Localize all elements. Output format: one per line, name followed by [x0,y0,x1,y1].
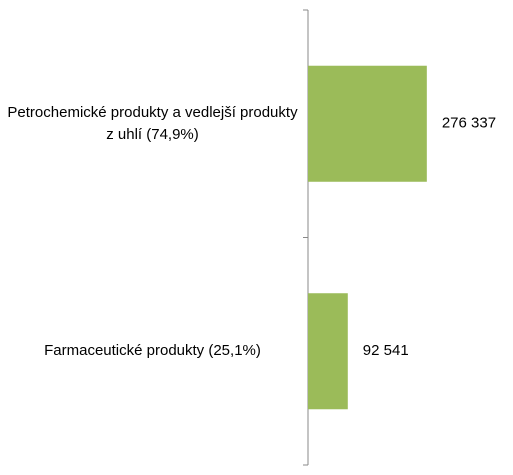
data-label: 92 541 [363,342,409,359]
bar [308,293,348,410]
data-label: 276 337 [442,115,496,132]
category-label: Petrochemické produkty a vedlejší produk… [7,103,298,143]
category-label: Farmaceutické produkty (25,1%) [44,342,261,360]
bar [308,65,427,182]
